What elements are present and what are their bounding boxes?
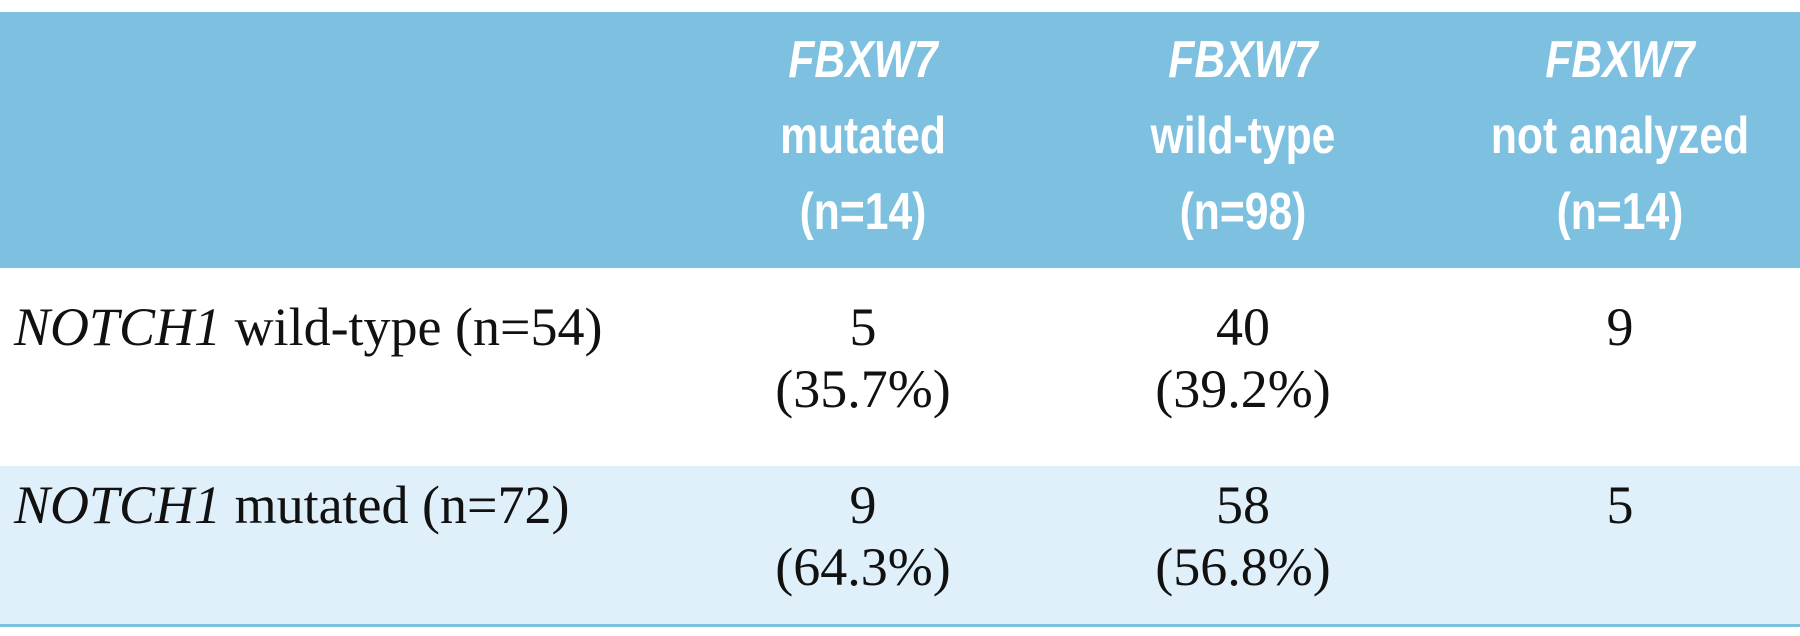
row-gene: NOTCH1 <box>14 297 222 357</box>
header-gene: FBXW7 <box>788 31 938 89</box>
row-band <box>0 466 1800 624</box>
header-n: (n=14) <box>799 183 927 241</box>
header-cell: FBXW7 wild-type (n=98) <box>1079 22 1407 250</box>
header-gene: FBXW7 <box>1545 31 1695 89</box>
header-n: (n=14) <box>1556 183 1684 241</box>
cell-count: 40 <box>1216 297 1270 357</box>
bottom-rule <box>0 624 1800 627</box>
cell: 5 <box>1440 474 1800 536</box>
header-cell: FBXW7 mutated (n=14) <box>699 22 1027 250</box>
header-status: mutated <box>780 107 946 165</box>
header-status: not analyzed <box>1490 107 1750 165</box>
cell-count: 58 <box>1216 475 1270 535</box>
cell-count: 9 <box>1606 297 1634 357</box>
row-gene: NOTCH1 <box>14 475 222 535</box>
header-status: wild-type <box>1150 107 1336 165</box>
cell-count: 9 <box>849 475 877 535</box>
cell: 58 (56.8%) <box>1063 474 1423 598</box>
row-text: mutated (n=72) <box>234 475 570 535</box>
row-label: NOTCH1 wild-type (n=54) <box>14 296 602 358</box>
row-text: wild-type (n=54) <box>234 297 603 357</box>
row-label: NOTCH1 mutated (n=72) <box>14 474 569 536</box>
cell: 9 <box>1440 296 1800 358</box>
header-n: (n=98) <box>1179 183 1307 241</box>
cell-pct: (35.7%) <box>775 359 951 419</box>
cell-pct: (39.2%) <box>1155 359 1331 419</box>
cell-pct: (56.8%) <box>1155 537 1331 597</box>
cell: 40 (39.2%) <box>1063 296 1423 420</box>
cell-pct: (64.3%) <box>775 537 951 597</box>
header-gene: FBXW7 <box>1168 31 1318 89</box>
header-cell: FBXW7 not analyzed (n=14) <box>1456 22 1784 250</box>
cell: 9 (64.3%) <box>683 474 1043 598</box>
cell: 5 (35.7%) <box>683 296 1043 420</box>
cell-count: 5 <box>849 297 877 357</box>
header-band <box>0 12 1800 268</box>
cell-count: 5 <box>1606 475 1634 535</box>
